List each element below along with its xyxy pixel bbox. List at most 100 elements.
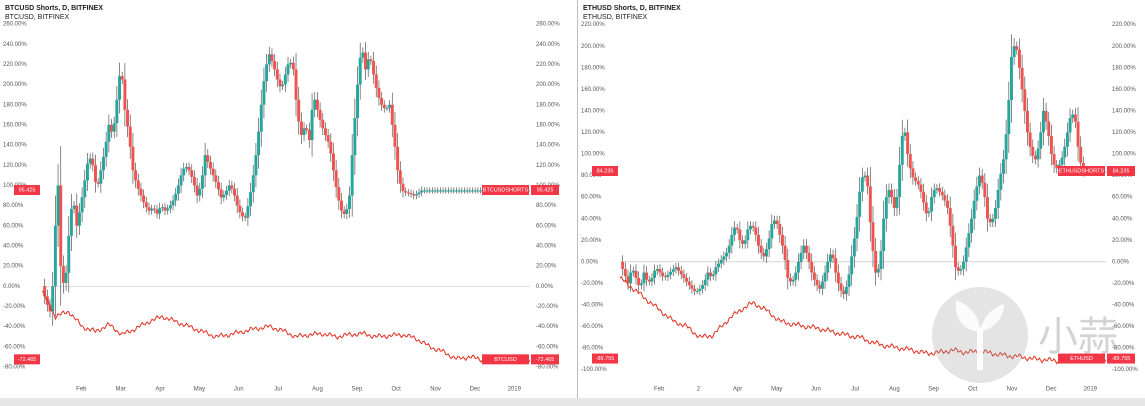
btc-candle-body [99,170,103,184]
btc-candle-body [422,190,426,192]
eth-ytick-right-label: 80.00% [1112,173,1133,179]
btc-ytick-left-label: -60.00% [3,344,26,350]
eth-candle-body [887,189,891,198]
eth-xtick-label: Jun [811,387,821,393]
btc-candle-body [217,182,220,190]
eth-ytick-right-label: 0.00% [1112,259,1130,265]
eth-candle-body [637,277,641,286]
btc-candle-body [374,74,378,88]
eth-xtick-label: Oct [968,387,978,393]
btc-candle-body [369,59,373,62]
btc-ytick-left-label: 140.00% [3,143,27,149]
btc-candle-body [88,158,92,164]
btc-candle-body [75,205,79,226]
btc-ytick-left-label: 240.00% [3,42,27,48]
eth-candle-body [951,225,955,246]
eth-ytick-left-label: -60.00% [581,324,604,330]
eth-ytick-right-label: -100.00% [1112,367,1138,373]
eth-candle-body [722,256,726,261]
btc-candle-body [409,193,413,195]
btc-price-name-tag-bg [482,354,529,365]
btc-chart-title: BTCUSD Shorts, D, BITFINEX [5,5,104,12]
btc-candle-body [286,64,290,75]
eth-candle-body [911,168,915,178]
btc-candle-body [471,190,474,192]
eth-candle-body [831,254,835,259]
btc-candle-body [446,190,450,192]
eth-candle-body [645,272,649,280]
btc-candle-body [195,185,199,196]
btc-ytick-right-label: 180.00% [536,102,560,108]
eth-candle-body [919,184,923,192]
btc-candle-body [166,208,170,211]
btc-candle-body [454,190,458,192]
eth-candle-body [757,234,760,246]
eth-ytick-left-label: -80.00% [581,346,604,352]
eth-candle-body [834,258,838,273]
eth-candle-body [879,251,883,269]
btc-candle-body [438,190,442,192]
eth-chart[interactable]: -100.00% -100.00% -80.00% -80.00% -60.00% -60… [578,0,1145,398]
eth-candle-body [759,245,763,253]
eth-candle-body [666,274,670,277]
eth-ytick-right-label: -20.00% [1112,281,1135,287]
btc-candle-body [102,156,105,171]
eth-candle-body [714,267,718,275]
eth-candle-body [623,268,627,277]
btc-candle-body [235,195,239,206]
eth-candle-body [765,249,768,257]
btc-chart-panel[interactable]: -80.00% -80.00% -60.00% -60.00% -40.00% -40.0… [0,0,564,398]
bottom-bar [0,398,1145,406]
eth-candle-body [799,252,803,262]
btc-candle-body [225,190,228,195]
eth-candle-body [762,252,766,257]
eth-candle-body [836,272,840,284]
eth-candle-body [1017,49,1021,68]
btc-chart[interactable]: -80.00% -80.00% -60.00% -60.00% -40.00% -40.0… [0,0,563,398]
btc-ytick-left-label: -80.00% [3,365,26,371]
eth-candle-body [653,270,657,278]
btc-candle-body [377,87,381,99]
btc-candle-body [372,61,376,75]
btc-candle-body [275,69,279,80]
eth-ytick-left-label: 120.00% [581,130,605,136]
eth-chart-panel[interactable]: -100.00% -100.00% -80.00% -80.00% -60.00% -60… [577,0,1145,398]
btc-candle-body [147,207,151,211]
eth-candle-body [1025,110,1029,133]
eth-candle-body [1039,132,1043,149]
eth-candle-body [948,207,952,226]
btc-candle-body [139,188,143,196]
eth-shorts-name-tag-bg [1058,165,1105,176]
eth-candle-body [972,200,976,219]
btc-ytick-left-label: 160.00% [3,122,27,128]
eth-candle-body [621,261,625,269]
btc-candle-body [278,79,282,87]
eth-ytick-right-label: 60.00% [1112,195,1133,201]
eth-candle-body [1047,121,1051,137]
eth-candle-body [693,288,697,291]
btc-candle-body [326,134,330,142]
btc-candle-body [348,195,351,209]
btc-candle-body [230,185,234,189]
btc-candle-body [155,209,159,214]
eth-candle-body [871,222,875,252]
btc-candle-body [131,146,135,171]
eth-candle-body [810,261,814,273]
eth-candle-body [970,218,973,234]
btc-candle-body [251,175,255,193]
btc-candle-body [457,190,461,192]
btc-candle-body [417,192,421,195]
btc-candle-body [388,104,392,109]
eth-candle-body [1004,134,1008,160]
eth-candle-body [932,189,936,198]
btc-candle-body [396,146,400,171]
btc-candle-body [91,158,95,166]
eth-shorts-left-tag-label: 84.235 [597,168,614,174]
btc-candle-body [208,161,212,169]
eth-candle-body [1031,146,1035,156]
eth-candle-body [839,283,843,291]
eth-candle-body [655,268,659,271]
btc-shorts-left-tag-bg [14,185,40,196]
btc-candle-body [382,104,386,109]
eth-ytick-right-label: 160.00% [1112,87,1136,93]
